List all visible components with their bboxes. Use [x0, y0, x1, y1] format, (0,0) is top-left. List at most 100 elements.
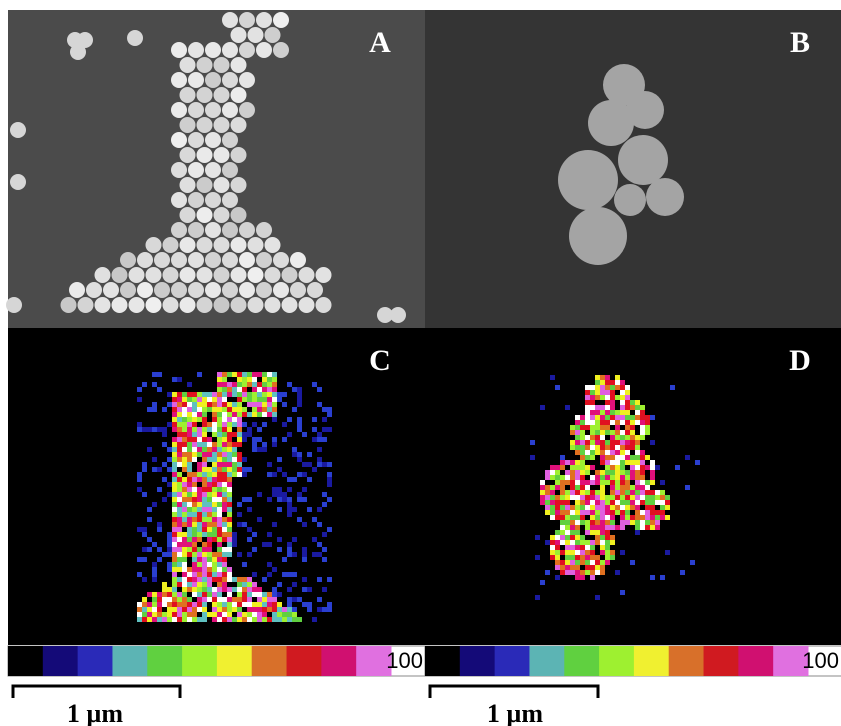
pixel: [197, 587, 202, 592]
pixel: [307, 477, 312, 482]
pixel: [252, 602, 257, 607]
pixel: [202, 612, 207, 617]
pixel: [650, 465, 655, 470]
pixel: [272, 392, 277, 397]
pixel: [580, 505, 585, 510]
pixel: [625, 500, 630, 505]
pixel: [610, 495, 615, 500]
pixel: [197, 517, 202, 522]
pixel: [242, 592, 247, 597]
pixel: [555, 555, 560, 560]
pixel: [167, 552, 172, 557]
pixel: [192, 432, 197, 437]
pixel: [630, 460, 635, 465]
pixel: [317, 522, 322, 527]
pixel: [580, 540, 585, 545]
pixel: [227, 387, 232, 392]
pixel: [197, 527, 202, 532]
pixel: [560, 540, 565, 545]
pixel: [575, 505, 580, 510]
pixel: [172, 582, 177, 587]
pixel: [177, 607, 182, 612]
panel-label: A: [369, 26, 391, 59]
particle: [60, 297, 77, 313]
pixel: [277, 492, 282, 497]
pixel: [177, 562, 182, 567]
pixel: [630, 435, 635, 440]
pixel: [137, 612, 142, 617]
pixel: [595, 445, 600, 450]
pixel: [177, 567, 182, 572]
pixel: [302, 432, 307, 437]
pixel: [600, 410, 605, 415]
pixel: [192, 417, 197, 422]
pixel: [262, 447, 267, 452]
pixel: [162, 612, 167, 617]
pixel: [207, 472, 212, 477]
pixel: [227, 522, 232, 527]
pixel: [242, 587, 247, 592]
colorbar-segment: [147, 646, 183, 676]
pixel: [227, 437, 232, 442]
pixel: [600, 420, 605, 425]
pixel: [565, 515, 570, 520]
pixel: [232, 407, 237, 412]
pixel: [620, 440, 625, 445]
pixel: [192, 397, 197, 402]
pixel: [172, 607, 177, 612]
pixel: [247, 377, 252, 382]
pixel: [237, 552, 242, 557]
pixel: [152, 407, 157, 412]
particle: [188, 192, 204, 208]
pixel: [242, 392, 247, 397]
pixel: [327, 497, 332, 502]
pixel: [212, 412, 217, 417]
pixel: [147, 537, 152, 542]
pixel: [237, 422, 242, 427]
pixel: [585, 415, 590, 420]
pixel: [197, 617, 202, 622]
pixel: [142, 382, 147, 387]
pixel: [212, 432, 217, 437]
pixel: [645, 500, 650, 505]
pixel: [575, 465, 580, 470]
particle: [171, 192, 187, 208]
pixel: [585, 540, 590, 545]
pixel: [177, 442, 182, 447]
particle: [179, 237, 196, 253]
pixel: [207, 502, 212, 507]
pixel: [182, 557, 187, 562]
pixel: [232, 602, 237, 607]
pixel: [237, 402, 242, 407]
pixel: [590, 540, 595, 545]
pixel: [267, 607, 272, 612]
pixel: [570, 460, 575, 465]
pixel: [167, 562, 172, 567]
pixel: [600, 515, 605, 520]
pixel: [282, 607, 287, 612]
pixel: [207, 542, 212, 547]
pixel: [237, 617, 242, 622]
pixel: [202, 577, 207, 582]
pixel: [312, 467, 317, 472]
pixel: [172, 472, 177, 477]
particle: [205, 162, 221, 178]
pixel: [177, 522, 182, 527]
pixel: [267, 372, 272, 377]
pixel: [670, 385, 675, 390]
pixel: [177, 617, 182, 622]
pixel: [152, 427, 157, 432]
pixel: [610, 540, 615, 545]
pixel: [167, 467, 172, 472]
pixel: [645, 515, 650, 520]
particle: [213, 297, 230, 313]
pixel: [212, 522, 217, 527]
pixel: [580, 430, 585, 435]
pixel: [162, 442, 167, 447]
particle: [179, 207, 196, 223]
pixel: [247, 592, 252, 597]
pixel: [222, 557, 227, 562]
pixel: [222, 487, 227, 492]
pixel: [610, 535, 615, 540]
pixel: [207, 447, 212, 452]
